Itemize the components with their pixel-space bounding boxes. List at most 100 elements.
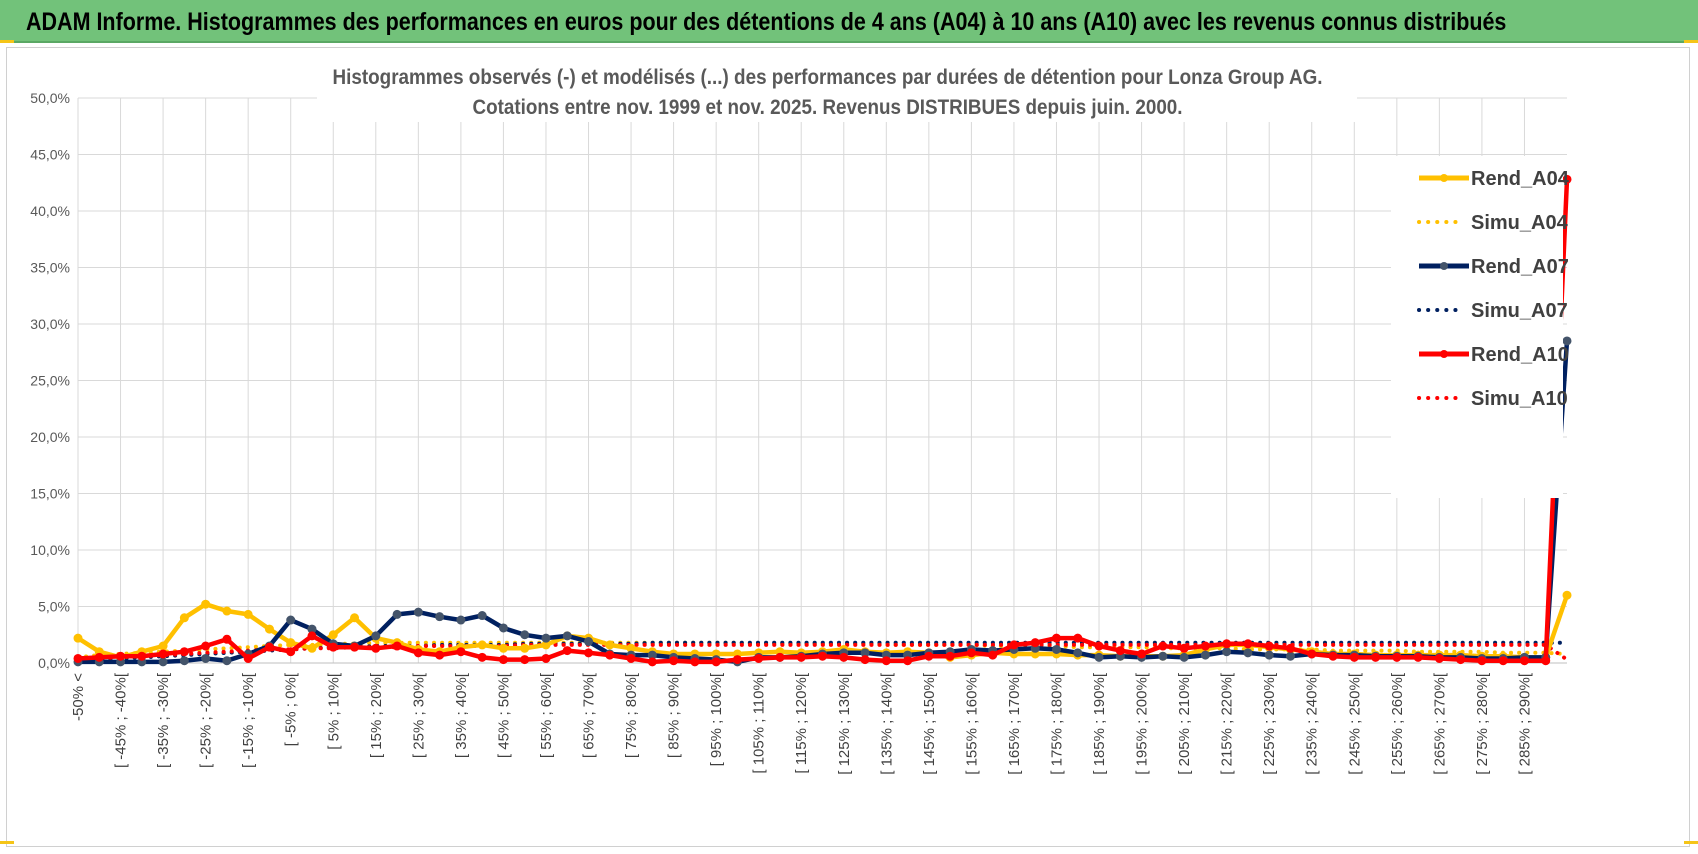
x-tick-label: [ -25% ; -20%[: [198, 672, 215, 768]
point-rend_a10: [1009, 640, 1019, 650]
title-background: [317, 60, 1357, 122]
point-rend_a07: [222, 656, 232, 666]
report-banner: ADAM Informe. Histogrammes des performan…: [0, 0, 1698, 43]
x-tick-label: [ 145% ; 150%[: [921, 672, 938, 775]
point-rend_a10: [435, 650, 445, 660]
legend-label: Simu_A10: [1471, 388, 1568, 410]
x-tick-label: [ -45% ; -40%[: [113, 672, 130, 768]
legend-label: Simu_A04: [1471, 212, 1569, 234]
point-rend_a10: [1519, 656, 1529, 666]
legend-label: Simu_A07: [1471, 300, 1568, 322]
point-rend_a10: [413, 648, 423, 658]
point-rend_a10: [1158, 641, 1168, 651]
point-rend_a10: [881, 656, 891, 666]
corner-mark: [1684, 841, 1698, 844]
point-rend_a10: [286, 647, 296, 657]
point-rend_a10: [243, 653, 253, 663]
x-tick-label: [ 75% ; 80%[: [623, 672, 640, 758]
x-tick-label: [ -15% ; -10%[: [240, 672, 257, 768]
histogram-chart: 0,0% 5,0% 10,0% 15,0% 20,0% 25,0% 30,0% 35,0% 40…: [30, 60, 1572, 775]
point-rend_a10: [371, 643, 381, 653]
x-tick-label: [ 255% ; 260%[: [1389, 672, 1406, 775]
point-rend_a07: [562, 631, 572, 641]
y-tick-label: 40,0%: [30, 203, 70, 219]
point-rend_a10: [1179, 643, 1189, 653]
point-rend_a10: [988, 650, 998, 660]
point-rend_a10: [711, 657, 721, 667]
point-rend_a10: [158, 649, 168, 659]
x-tick-label: [ 55% ; 60%[: [538, 672, 555, 758]
title-line: Cotations entre nov. 1999 et nov. 2025. …: [473, 96, 1183, 119]
point-rend_a10: [1115, 646, 1125, 656]
point-rend_a10: [498, 655, 508, 665]
point-rend_a07: [1200, 650, 1210, 660]
point-rend_a07: [158, 657, 168, 667]
point-rend_a10: [1073, 633, 1083, 643]
title-line: Histogrammes observés (-) et modélisés (…: [333, 66, 1323, 89]
point-rend_a10: [1477, 656, 1487, 666]
point-rend_a07: [1285, 651, 1295, 661]
series-rend_a10-line: [77, 179, 1570, 665]
x-tick-label: [ 5% ; 10%[: [325, 672, 342, 750]
point-rend_a10: [1349, 652, 1359, 662]
x-tick-label: [ 205% ; 210%[: [1176, 672, 1193, 775]
x-tick-label: [ 125% ; 130%[: [836, 672, 853, 775]
x-tick-label: [ 285% ; 290%[: [1516, 672, 1533, 775]
point-rend_a10: [924, 651, 934, 661]
point-rend_a07: [179, 656, 189, 666]
corner-mark: [0, 40, 14, 43]
x-tick-label: [ 85% ; 90%[: [666, 672, 683, 758]
point-rend_a10: [222, 634, 232, 644]
point-rend_a04: [307, 643, 317, 653]
x-tick-label: [ -35% ; -30%[: [155, 672, 172, 768]
point-rend_a10: [456, 647, 466, 657]
point-rend_a07: [1264, 650, 1274, 660]
x-tick-label: [ 175% ; 180%[: [1048, 672, 1065, 775]
point-rend_a10: [605, 650, 615, 660]
y-tick-label: 10,0%: [30, 542, 70, 558]
y-tick-label: 50,0%: [30, 90, 70, 106]
point-rend_a07: [456, 615, 466, 625]
point-rend_a10: [1051, 633, 1061, 643]
point-rend_a10: [690, 657, 700, 667]
corner-mark: [0, 841, 14, 844]
point-rend_a10: [1030, 638, 1040, 648]
point-rend_a10: [1328, 651, 1338, 661]
point-rend_a10: [73, 653, 83, 663]
point-rend_a04: [605, 640, 615, 650]
point-rend_a04: [520, 643, 530, 653]
legend-background: [1391, 156, 1563, 498]
x-tick-label: [ 65% ; 70%[: [581, 672, 598, 758]
gridlines: [77, 97, 1567, 664]
point-rend_a07: [520, 630, 530, 640]
point-rend_a07: [435, 612, 445, 622]
legend-marker: [1440, 174, 1448, 182]
point-rend_a04: [286, 638, 296, 648]
point-rend_a04: [158, 641, 168, 651]
x-tick-label: [ 265% ; 270%[: [1431, 672, 1448, 775]
x-tick-label: [ 95% ; 100%[: [708, 672, 725, 766]
point-rend_a10: [1094, 641, 1104, 651]
series-simu_a10-line: [76, 642, 1569, 662]
point-rend_a10: [1434, 653, 1444, 663]
point-rend_a10: [392, 641, 402, 651]
point-rend_a07: [1094, 652, 1104, 662]
point-rend_a10: [1243, 639, 1253, 649]
point-rend_a07: [584, 637, 594, 647]
point-rend_a04: [498, 643, 508, 653]
legend-marker: [1440, 262, 1448, 270]
point-rend_a10: [626, 653, 636, 663]
point-rend_a04: [201, 599, 211, 609]
y-tick-label: 0,0%: [38, 655, 70, 671]
point-rend_a10: [584, 648, 594, 658]
x-tick-label: [ 15% ; 20%[: [368, 672, 385, 758]
x-tick-label: [ 195% ; 200%[: [1134, 672, 1151, 775]
corner-mark: [1684, 40, 1698, 43]
point-rend_a10: [1285, 643, 1295, 653]
report-title: ADAM Informe. Histogrammes des performan…: [26, 8, 1507, 36]
point-rend_a10: [1264, 641, 1274, 651]
point-rend_a07: [1073, 648, 1083, 658]
point-rend_a04: [264, 624, 274, 634]
point-rend_a10: [775, 652, 785, 662]
point-rend_a07: [541, 633, 551, 643]
